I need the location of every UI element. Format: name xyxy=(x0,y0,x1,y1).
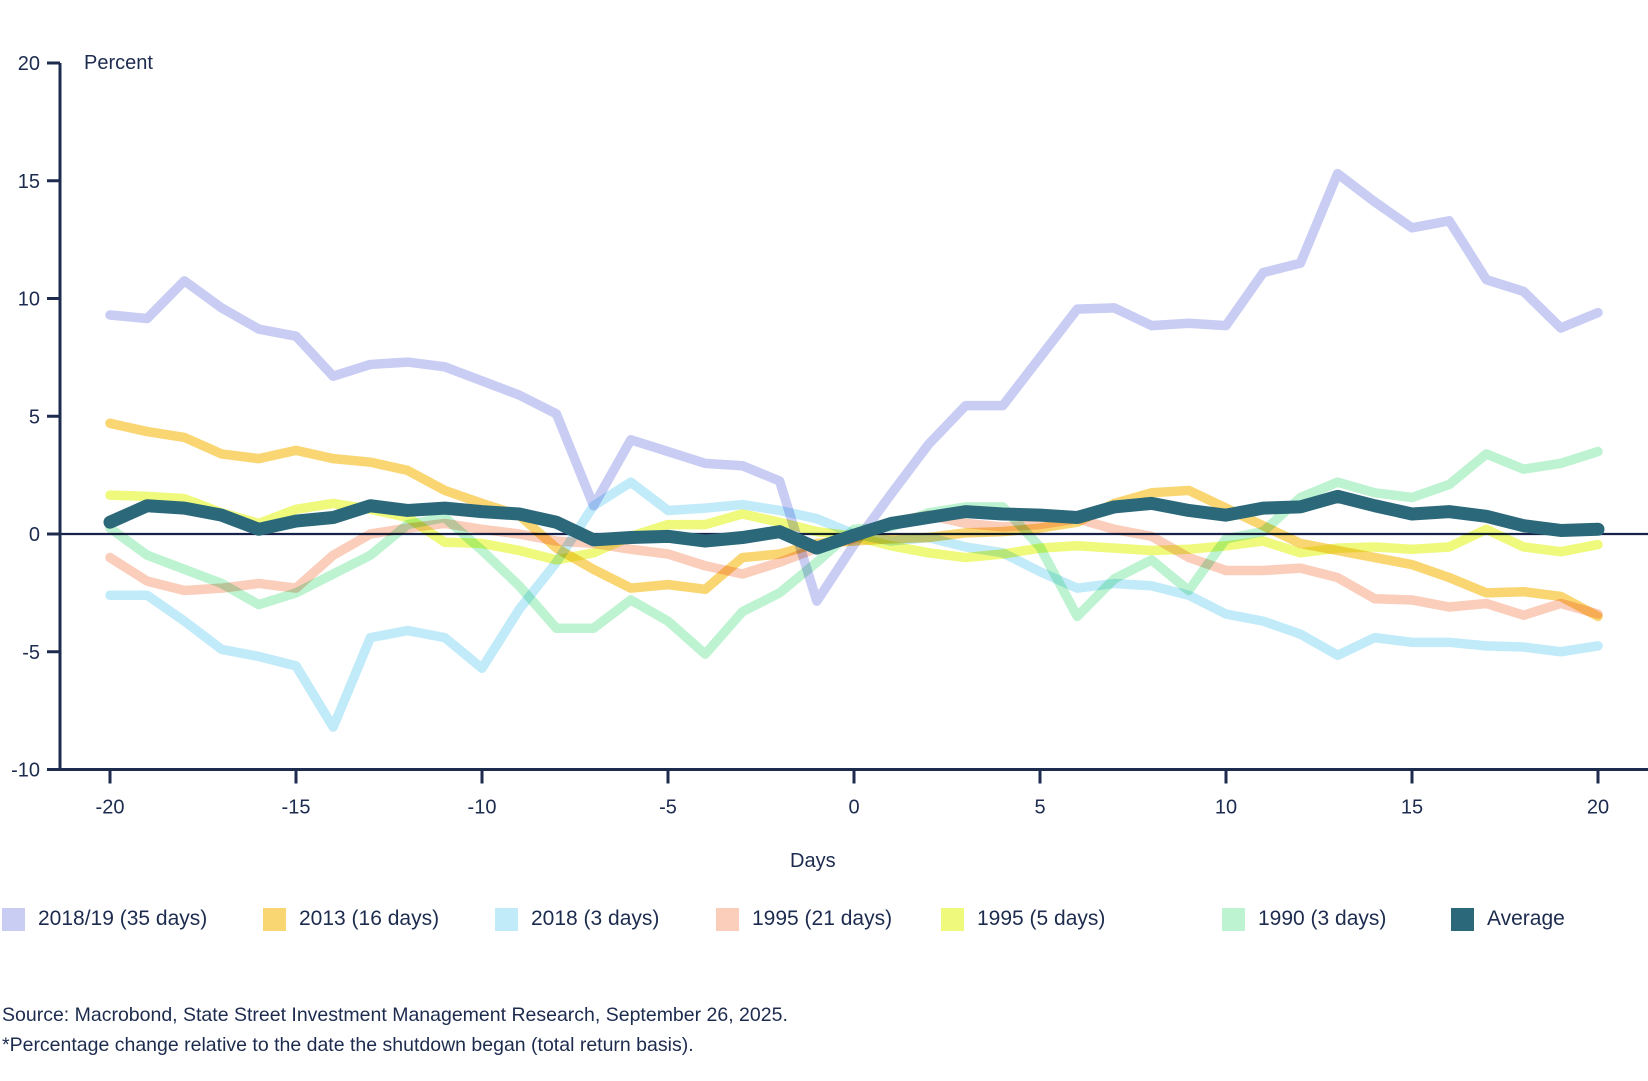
x-tick-label: -10 xyxy=(468,797,497,819)
legend: 2018/19 (35 days) 2013 (16 days) 2018 (3… xyxy=(0,906,1648,936)
legend-label: Average xyxy=(1487,907,1565,930)
legend-item-1990: 1990 (3 days) xyxy=(1222,906,1386,932)
x-tick-label: 15 xyxy=(1401,797,1423,819)
source-line: Source: Macrobond, State Street Investme… xyxy=(2,1004,788,1026)
x-tick-label: 10 xyxy=(1215,797,1237,819)
y-tick-label: -10 xyxy=(11,760,40,782)
legend-label: 2013 (16 days) xyxy=(299,907,440,930)
legend-swatch-1995-5 xyxy=(941,907,964,931)
footnote-line: *Percentage change relative to the date … xyxy=(2,1034,694,1056)
x-tick-label: 0 xyxy=(848,797,859,819)
x-tick-label: -5 xyxy=(659,797,677,819)
x-tick-label: -15 xyxy=(282,797,311,819)
y-axis-title: Percent xyxy=(84,52,153,74)
legend-item-2013: 2013 (16 days) xyxy=(263,906,439,932)
legend-label: 1995 (21 days) xyxy=(752,907,893,930)
legend-item-1995-5: 1995 (5 days) xyxy=(941,906,1105,932)
legend-swatch-2018-19 xyxy=(2,907,25,931)
x-tick-label: 5 xyxy=(1034,797,1045,819)
legend-item-average: Average xyxy=(1451,906,1565,932)
y-tick-label: -5 xyxy=(22,642,40,664)
legend-swatch-1995-21 xyxy=(716,907,739,931)
y-tick-label: 20 xyxy=(18,53,40,75)
legend-item-1995-21: 1995 (21 days) xyxy=(716,906,892,932)
legend-swatch-2018 xyxy=(495,907,518,931)
legend-label: 2018 (3 days) xyxy=(531,907,660,930)
y-tick-label: 0 xyxy=(29,524,40,546)
legend-label: 1990 (3 days) xyxy=(1258,907,1387,930)
y-tick-label: 10 xyxy=(18,289,40,311)
y-tick-label: 5 xyxy=(29,406,40,428)
legend-label: 2018/19 (35 days) xyxy=(38,907,208,930)
y-tick-label: 15 xyxy=(18,171,40,193)
series-line-7 xyxy=(103,489,1605,555)
legend-item-2018: 2018 (3 days) xyxy=(495,906,659,932)
x-axis-title: Days xyxy=(790,850,836,872)
footer: Source: Macrobond, State Street Investme… xyxy=(2,1000,788,1060)
legend-swatch-average xyxy=(1451,907,1474,931)
legend-item-2018-19: 2018/19 (35 days) xyxy=(2,906,207,932)
x-tick-label: -20 xyxy=(96,797,125,819)
x-tick-label: 20 xyxy=(1587,797,1609,819)
legend-label: 1995 (5 days) xyxy=(977,907,1106,930)
legend-swatch-2013 xyxy=(263,907,286,931)
legend-swatch-1990 xyxy=(1222,907,1245,931)
